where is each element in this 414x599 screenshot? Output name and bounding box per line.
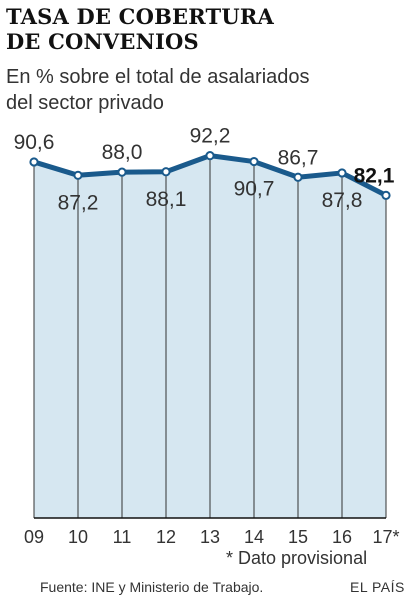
data-point-14	[249, 156, 259, 167]
value-label-09: 90,6	[14, 131, 55, 154]
data-point-11	[117, 167, 127, 177]
value-label-10: 87,2	[58, 191, 99, 214]
area-chart: 90,6 87,2 88,0 88,1 92,2 90,786,787,882,1 09 10…	[14, 125, 400, 547]
brand-logo: EL PAÍS	[350, 579, 405, 595]
data-point-13	[205, 151, 215, 161]
x-tick-label-17*: 17*	[372, 527, 399, 547]
title-line-2: DE CONVENIOS	[6, 29, 199, 54]
chart-title: TASA DE COBERTURA DE CONVENIOS	[6, 4, 406, 54]
data-point-17*	[381, 190, 391, 200]
value-label-14: 90,7	[234, 178, 275, 201]
chart-subtitle: En % sobre el total de asalariados del s…	[6, 64, 406, 116]
title-line-1: TASA DE COBERTURA	[6, 4, 275, 29]
data-point-09	[29, 157, 39, 167]
x-tick-label-12: 12	[156, 527, 176, 547]
data-point-10	[73, 170, 83, 180]
data-point-15	[293, 172, 303, 182]
value-label-11: 88,0	[102, 141, 143, 164]
x-tick-label-16: 16	[332, 527, 352, 547]
source-text: Fuente: INE y Ministerio de Trabajo.	[40, 579, 264, 595]
x-tick-label-09: 09	[24, 527, 44, 547]
x-tick-label-14: 14	[244, 527, 264, 547]
value-label-16: 87,8	[322, 189, 363, 212]
value-label-15: 86,7	[278, 146, 319, 169]
x-tick-label-15: 15	[288, 527, 308, 547]
data-point-12	[161, 167, 171, 177]
subtitle-line-1: En % sobre el total de asalariados	[6, 66, 310, 88]
x-tick-label-10: 10	[68, 527, 88, 547]
value-label-13: 92,2	[190, 125, 231, 148]
x-tick-label-11: 11	[113, 527, 132, 547]
subtitle-line-2: del sector privado	[6, 92, 164, 114]
provisional-note: * Dato provisional	[226, 548, 368, 568]
x-tick-label-13: 13	[200, 527, 220, 547]
data-point-16	[337, 168, 347, 178]
value-label-17*: 82,1	[354, 164, 395, 187]
value-label-12: 88,1	[146, 188, 187, 211]
